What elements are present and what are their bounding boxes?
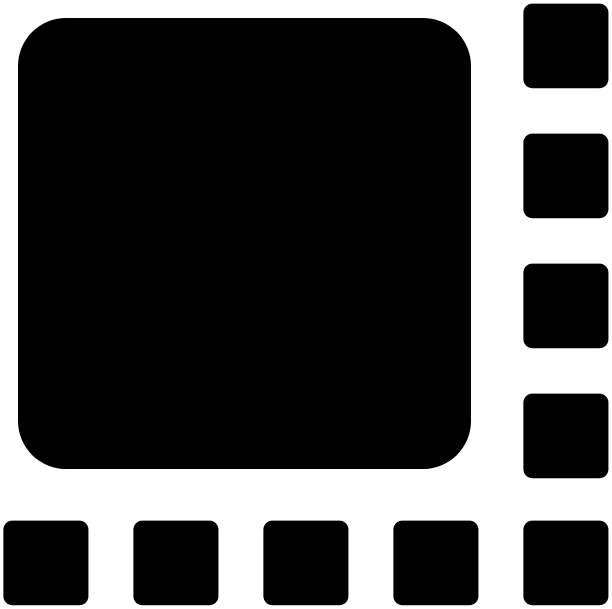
main-chart-icon [0,0,490,488]
pink-chart-icon [520,260,612,352]
blue-chart-icon [390,517,482,609]
orange-chart-icon [520,130,612,222]
black-chart-icon [0,517,92,609]
steel-blue-chart-icon [260,517,352,609]
red-chart-icon [520,0,612,92]
lime-chart-icon [520,390,612,482]
gray-chart-icon [130,517,222,609]
green-chart-icon [520,517,612,609]
